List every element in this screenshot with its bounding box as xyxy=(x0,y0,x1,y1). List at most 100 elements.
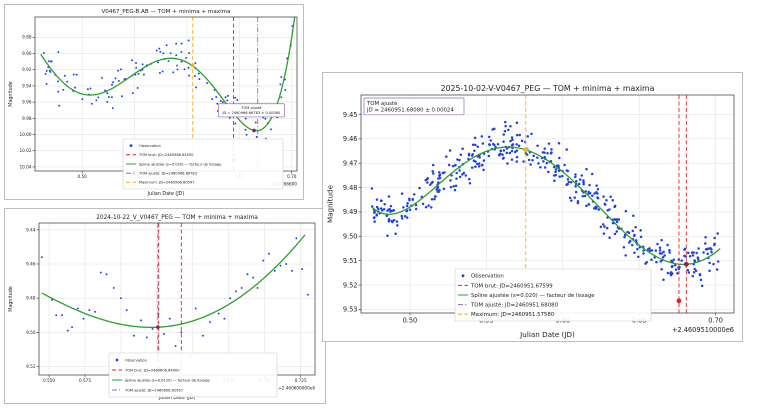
observation-point xyxy=(666,243,669,247)
observation-point xyxy=(569,181,573,184)
observation-point xyxy=(151,327,154,330)
observation-point xyxy=(105,273,108,276)
observation-point xyxy=(262,259,265,262)
y-tick-label: 9.92 xyxy=(22,67,32,72)
observation-point xyxy=(509,124,512,128)
x-tick-label: 0.70 xyxy=(287,174,297,179)
observation-point xyxy=(707,247,710,250)
chart-panel-b: 2024-10-22_V_V0467_PEG — TOM + minima + … xyxy=(4,208,326,404)
observation-point xyxy=(221,101,224,104)
y-tick-label: 9.44 xyxy=(26,227,36,232)
observation-point xyxy=(431,170,434,173)
observation-point xyxy=(436,190,439,193)
observation-point xyxy=(518,133,521,137)
annotation-text: JD = 2460951.68080 ± 0.00024 xyxy=(366,108,454,114)
observation-point xyxy=(611,199,615,202)
observation-point xyxy=(445,155,448,158)
observation-point xyxy=(82,317,85,320)
observation-point xyxy=(626,230,629,234)
observation-point xyxy=(157,312,160,315)
observation-point xyxy=(550,151,553,154)
observation-point xyxy=(50,60,53,63)
observation-point xyxy=(557,142,561,145)
observation-point xyxy=(194,307,197,310)
observation-point xyxy=(268,252,270,255)
observation-point xyxy=(632,214,635,217)
observation-point xyxy=(477,165,481,168)
observation-point xyxy=(574,180,578,183)
observation-point xyxy=(634,239,638,242)
observation-point xyxy=(194,75,196,78)
observation-point xyxy=(386,209,389,212)
observation-point xyxy=(577,182,581,186)
y-tick-label: 9.49 xyxy=(343,208,358,216)
observation-point xyxy=(456,158,459,161)
observation-point xyxy=(174,345,177,347)
observation-point xyxy=(582,179,585,182)
y-tick-label: 9.94 xyxy=(22,83,32,88)
legend-box xyxy=(122,138,284,190)
observation-point xyxy=(55,314,58,317)
observation-point xyxy=(566,169,570,173)
observation-point xyxy=(455,177,458,180)
observation-point xyxy=(175,54,178,57)
observation-point xyxy=(587,202,590,206)
observation-point xyxy=(88,309,91,312)
observation-point xyxy=(438,188,441,192)
observation-point xyxy=(285,263,288,265)
annotation-box xyxy=(218,103,285,118)
observation-point xyxy=(387,195,391,198)
observation-point xyxy=(135,62,137,64)
observation-point xyxy=(158,47,161,50)
observation-point xyxy=(435,188,438,191)
observation-point xyxy=(97,96,100,99)
observation-point xyxy=(461,147,464,151)
observation-point xyxy=(217,312,220,315)
legend-label: Maximum: JD=2460951.57580 xyxy=(471,312,555,318)
observation-point xyxy=(488,143,491,146)
observation-point xyxy=(687,251,690,255)
observation-point xyxy=(605,199,608,202)
observation-point xyxy=(473,149,476,152)
observation-point xyxy=(71,326,74,329)
observation-point xyxy=(599,225,603,229)
observation-point xyxy=(554,170,557,174)
legend-label: TOM brut: JD=2460951.67599 xyxy=(470,283,553,289)
y-tick-label: 10.00 xyxy=(20,132,32,137)
observation-point xyxy=(418,186,421,190)
observation-point xyxy=(388,207,391,211)
observation-point xyxy=(375,213,379,216)
observation-point xyxy=(694,269,698,273)
observation-point xyxy=(389,210,392,213)
observation-point xyxy=(414,203,418,207)
observation-point xyxy=(455,171,458,175)
observation-point xyxy=(658,252,662,255)
observation-point xyxy=(442,187,446,191)
observation-point xyxy=(195,86,198,89)
legend-label: Observation xyxy=(125,358,147,362)
observation-point xyxy=(631,243,634,247)
observation-point xyxy=(673,264,677,267)
observation-point xyxy=(434,195,437,198)
observation-point xyxy=(449,185,453,189)
observation-point xyxy=(674,268,678,271)
legend-label: TOM brut: JD=2460966.64550 xyxy=(138,153,194,157)
observation-point xyxy=(547,170,550,174)
observation-point xyxy=(284,88,287,91)
observation-point xyxy=(57,80,60,83)
observation-point xyxy=(520,139,524,143)
observation-point xyxy=(187,66,190,69)
observation-point xyxy=(590,172,594,176)
observation-point xyxy=(240,286,243,289)
observation-point xyxy=(279,83,282,86)
observation-point xyxy=(145,336,148,339)
observation-point xyxy=(522,160,525,163)
observation-point xyxy=(432,172,435,175)
observation-point xyxy=(427,204,430,207)
observation-point xyxy=(658,249,662,252)
observation-point xyxy=(424,205,428,209)
observation-point xyxy=(708,261,711,265)
observation-point xyxy=(49,70,52,73)
observation-point xyxy=(539,165,542,169)
observation-point xyxy=(45,82,48,85)
